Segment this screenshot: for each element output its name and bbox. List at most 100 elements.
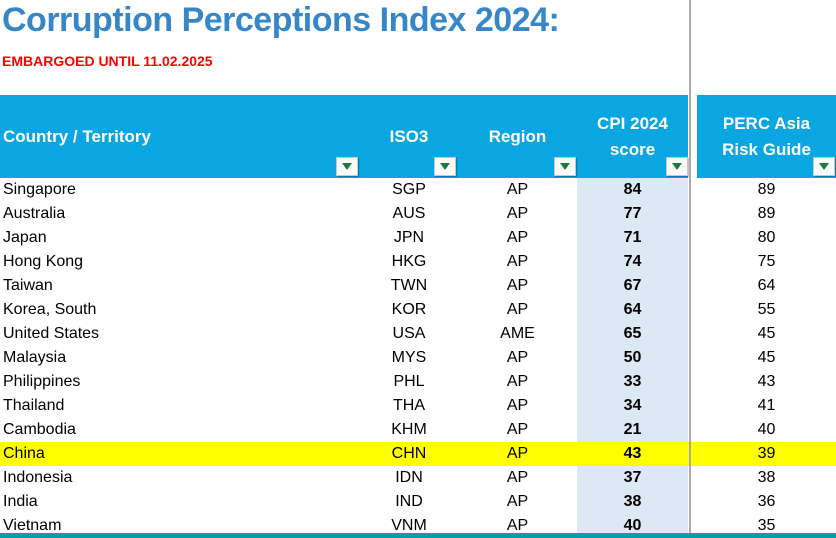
table-row: Cambodia KHM AP 21 40 <box>0 418 836 442</box>
iso3-cell[interactable]: AUS <box>392 205 426 222</box>
perc-risk-cell[interactable]: 45 <box>757 325 776 342</box>
cpi-score-cell[interactable]: 65 <box>577 322 688 346</box>
country-cell[interactable]: Singapore <box>3 181 76 198</box>
region-cell[interactable]: AP <box>506 517 529 534</box>
perc-risk-cell[interactable]: 43 <box>757 373 776 390</box>
perc-risk-cell[interactable]: 64 <box>757 277 776 294</box>
region-cell[interactable]: AME <box>500 325 535 342</box>
filter-button-country[interactable] <box>336 157 358 176</box>
iso3-cell[interactable]: HKG <box>391 253 427 270</box>
pane-gap-cell <box>688 442 697 466</box>
country-cell[interactable]: Vietnam <box>3 517 62 534</box>
region-cell[interactable]: AP <box>506 205 529 222</box>
perc-risk-cell[interactable]: 80 <box>757 229 776 246</box>
perc-risk-cell[interactable]: 40 <box>757 421 776 438</box>
region-cell[interactable]: AP <box>506 229 529 246</box>
cpi-score-cell[interactable]: 84 <box>577 178 688 202</box>
cpi-score-cell[interactable]: 77 <box>577 202 688 226</box>
region-cell[interactable]: AP <box>506 277 529 294</box>
table-row: Korea, South KOR AP 64 55 <box>0 298 836 322</box>
table-row: Taiwan TWN AP 67 64 <box>0 274 836 298</box>
country-cell[interactable]: China <box>0 442 360 466</box>
column-header-label: Region <box>488 126 547 146</box>
cpi-score-cell[interactable]: 64 <box>577 298 688 322</box>
perc-risk-cell[interactable]: 35 <box>757 517 776 534</box>
region-cell[interactable]: AP <box>506 181 529 198</box>
country-cell[interactable]: Malaysia <box>3 349 67 366</box>
column-header-region[interactable]: Region <box>458 95 577 178</box>
region-cell[interactable]: AP <box>506 469 529 486</box>
iso3-cell[interactable]: IND <box>395 493 423 510</box>
country-cell[interactable]: United States <box>3 325 100 342</box>
iso3-cell[interactable]: SGP <box>392 181 426 198</box>
region-cell[interactable]: AP <box>506 373 529 390</box>
cpi-score-cell[interactable]: 43 <box>577 442 688 466</box>
cpi-score-cell[interactable]: 37 <box>577 466 688 490</box>
iso3-cell[interactable]: TWN <box>390 277 428 294</box>
cpi-score-cell[interactable]: 21 <box>577 418 688 442</box>
iso3-cell[interactable]: IDN <box>395 469 423 486</box>
region-cell[interactable]: AP <box>506 421 529 438</box>
table-row: Philippines PHL AP 33 43 <box>0 370 836 394</box>
cpi-score-cell[interactable]: 50 <box>577 346 688 370</box>
region-cell[interactable]: AP <box>506 301 529 318</box>
column-header-perc-risk-guide[interactable]: PERC Asia Risk Guide <box>697 95 836 178</box>
perc-risk-cell[interactable]: 55 <box>757 301 776 318</box>
iso3-cell[interactable]: USA <box>392 325 426 342</box>
cpi-score-cell[interactable]: 33 <box>577 370 688 394</box>
column-header-country[interactable]: Country / Territory <box>0 95 360 178</box>
region-cell[interactable]: AP <box>458 442 577 466</box>
country-cell[interactable]: Philippines <box>3 373 81 390</box>
column-header-iso3[interactable]: ISO3 <box>360 95 458 178</box>
perc-risk-cell[interactable]: 39 <box>697 442 836 466</box>
country-cell[interactable]: Cambodia <box>3 421 76 438</box>
iso3-cell[interactable]: JPN <box>393 229 425 246</box>
cpi-score-cell[interactable]: 38 <box>577 490 688 514</box>
filter-button-perc-risk-guide[interactable] <box>813 157 835 176</box>
perc-risk-cell[interactable]: 89 <box>757 205 776 222</box>
country-cell[interactable]: Korea, South <box>3 301 97 318</box>
iso3-cell[interactable]: KOR <box>391 301 427 318</box>
iso3-cell[interactable]: PHL <box>393 373 425 390</box>
country-cell[interactable]: Taiwan <box>3 277 53 294</box>
perc-risk-cell[interactable]: 38 <box>757 469 776 486</box>
bottom-edge-bar <box>0 533 836 538</box>
country-cell[interactable]: Hong Kong <box>3 253 84 270</box>
cpi-score-cell[interactable]: 74 <box>577 250 688 274</box>
perc-risk-cell[interactable]: 45 <box>757 349 776 366</box>
table-row: Hong Kong HKG AP 74 75 <box>0 250 836 274</box>
table-header-row: Country / Territory ISO3 Region CPI 2024… <box>0 95 836 178</box>
iso3-cell[interactable]: VNM <box>391 517 427 534</box>
perc-risk-cell[interactable]: 36 <box>757 493 776 510</box>
cpi-score-cell[interactable]: 67 <box>577 274 688 298</box>
country-cell[interactable]: Thailand <box>3 397 65 414</box>
perc-risk-cell[interactable]: 89 <box>757 181 776 198</box>
column-header-label: ISO3 <box>389 126 429 146</box>
perc-risk-cell[interactable]: 41 <box>757 397 776 414</box>
filter-button-iso3[interactable] <box>434 157 456 176</box>
country-cell[interactable]: Australia <box>3 205 66 222</box>
iso3-cell[interactable]: THA <box>393 397 425 414</box>
cpi-score-cell[interactable]: 71 <box>577 226 688 250</box>
cpi-score-cell[interactable]: 34 <box>577 394 688 418</box>
iso3-cell[interactable]: CHN <box>360 442 458 466</box>
iso3-cell[interactable]: MYS <box>391 349 427 366</box>
iso3-cell[interactable]: KHM <box>391 421 427 438</box>
frozen-pane-divider[interactable] <box>689 0 691 538</box>
filter-button-cpi-score[interactable] <box>666 157 688 176</box>
filter-dropdown-icon <box>342 163 352 170</box>
country-cell[interactable]: Indonesia <box>3 469 73 486</box>
filter-dropdown-icon <box>819 163 829 170</box>
region-cell[interactable]: AP <box>506 349 529 366</box>
region-cell[interactable]: AP <box>506 397 529 414</box>
country-cell[interactable]: Japan <box>3 229 47 246</box>
region-cell[interactable]: AP <box>506 253 529 270</box>
column-header-label: Country / Territory <box>3 126 151 146</box>
country-cell[interactable]: India <box>3 493 38 510</box>
perc-risk-cell[interactable]: 75 <box>757 253 776 270</box>
region-cell[interactable]: AP <box>506 493 529 510</box>
column-header-label: CPI 2024 score <box>597 114 668 159</box>
page-title: Corruption Perceptions Index 2024: <box>2 1 560 39</box>
table-row: Japan JPN AP 71 80 <box>0 226 836 250</box>
filter-button-region[interactable] <box>554 157 576 176</box>
